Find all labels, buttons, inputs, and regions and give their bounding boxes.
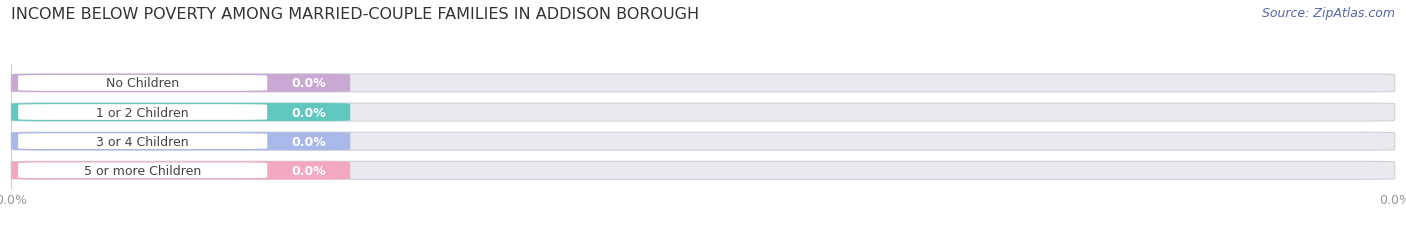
- FancyBboxPatch shape: [11, 161, 1395, 179]
- FancyBboxPatch shape: [18, 105, 267, 120]
- Text: Source: ZipAtlas.com: Source: ZipAtlas.com: [1261, 7, 1395, 20]
- FancyBboxPatch shape: [11, 103, 1395, 122]
- Text: 0.0%: 0.0%: [291, 164, 326, 177]
- FancyBboxPatch shape: [11, 161, 350, 179]
- Text: 5 or more Children: 5 or more Children: [84, 164, 201, 177]
- Text: 0.0%: 0.0%: [291, 135, 326, 148]
- FancyBboxPatch shape: [11, 75, 350, 93]
- Text: 1 or 2 Children: 1 or 2 Children: [97, 106, 188, 119]
- Text: INCOME BELOW POVERTY AMONG MARRIED-COUPLE FAMILIES IN ADDISON BOROUGH: INCOME BELOW POVERTY AMONG MARRIED-COUPL…: [11, 7, 699, 22]
- Text: 0.0%: 0.0%: [291, 106, 326, 119]
- FancyBboxPatch shape: [18, 134, 267, 149]
- Text: No Children: No Children: [105, 77, 179, 90]
- FancyBboxPatch shape: [18, 76, 267, 91]
- FancyBboxPatch shape: [11, 133, 1395, 151]
- Text: 3 or 4 Children: 3 or 4 Children: [97, 135, 188, 148]
- FancyBboxPatch shape: [11, 103, 350, 122]
- FancyBboxPatch shape: [11, 75, 1395, 93]
- FancyBboxPatch shape: [11, 133, 350, 151]
- FancyBboxPatch shape: [18, 163, 267, 178]
- Text: 0.0%: 0.0%: [291, 77, 326, 90]
